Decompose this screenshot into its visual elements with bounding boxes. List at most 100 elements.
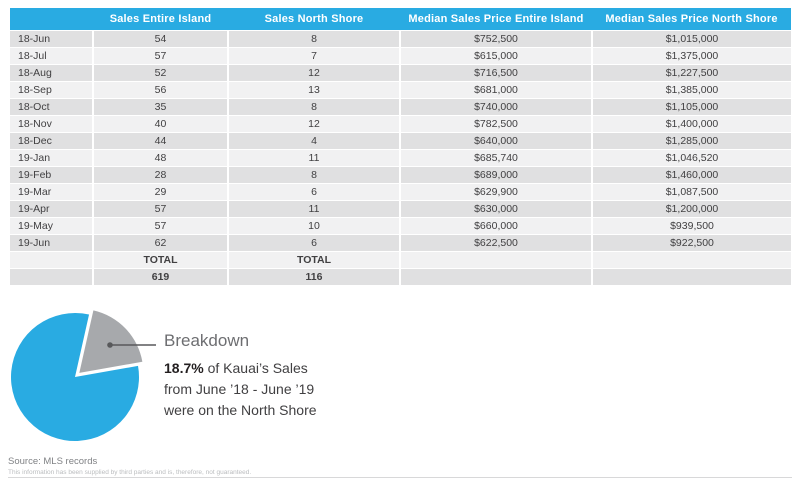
month-cell: 19-Apr — [10, 199, 93, 217]
month-cell: 19-Jan — [10, 148, 93, 166]
value-cell: 7 — [227, 46, 400, 64]
value-cell: 8 — [227, 165, 400, 183]
value-cell: 13 — [227, 80, 400, 98]
table-row: 19-May 57 10 $660,000 $939,500 — [10, 216, 791, 234]
value-cell: $630,000 — [399, 199, 592, 217]
value-cell: $922,500 — [591, 233, 791, 251]
value-cell: $1,015,000 — [591, 29, 791, 47]
value-cell: $752,500 — [399, 29, 592, 47]
header-row: Sales Entire Island Sales North Shore Me… — [10, 8, 791, 30]
month-cell: 19-Feb — [10, 165, 93, 183]
value-cell: $615,000 — [399, 46, 592, 64]
table-row: 18-Dec 44 4 $640,000 $1,285,000 — [10, 131, 791, 149]
month-cell: 18-Dec — [10, 131, 93, 149]
value-cell: $1,046,520 — [591, 148, 791, 166]
value-cell: 619 — [92, 267, 228, 285]
value-cell: 44 — [92, 131, 228, 149]
value-cell: 116 — [227, 267, 400, 285]
value-cell: 11 — [227, 148, 400, 166]
value-cell: $1,400,000 — [591, 114, 791, 132]
table-row: 18-Jun 54 8 $752,500 $1,015,000 — [10, 29, 791, 47]
value-cell: $685,740 — [399, 148, 592, 166]
value-cell: 11 — [227, 199, 400, 217]
sales-table: Sales Entire Island Sales North Shore Me… — [10, 8, 791, 285]
value-cell: 28 — [92, 165, 228, 183]
column-header-sales-north-shore: Sales North Shore — [228, 8, 400, 30]
table-row: 18-Nov 40 12 $782,500 $1,400,000 — [10, 114, 791, 132]
table-row: 18-Jul 57 7 $615,000 $1,375,000 — [10, 46, 791, 64]
pie-slice-north-shore — [79, 310, 143, 373]
annotation-line-1: 18.7% of Kauai’s Sales — [164, 358, 317, 379]
value-cell: $939,500 — [591, 216, 791, 234]
table-row: 18-Sep 56 13 $681,000 $1,385,000 — [10, 80, 791, 98]
value-cell: $1,200,000 — [591, 199, 791, 217]
value-cell — [591, 250, 791, 268]
column-header-month — [10, 8, 93, 30]
value-cell: $1,385,000 — [591, 80, 791, 98]
table-row: 19-Apr 57 11 $630,000 $1,200,000 — [10, 199, 791, 217]
value-cell: $716,500 — [399, 63, 592, 81]
table-row: 19-Jan 48 11 $685,740 $1,046,520 — [10, 148, 791, 166]
value-cell: $681,000 — [399, 80, 592, 98]
value-cell: 57 — [92, 216, 228, 234]
table-row: 19-Jun 62 6 $622,500 $922,500 — [10, 233, 791, 251]
month-cell: 18-Jun — [10, 29, 93, 47]
annotation-line-1-rest: of Kauai’s Sales — [203, 360, 308, 376]
value-cell: 57 — [92, 199, 228, 217]
pie-slice-rest-of-island — [11, 312, 140, 441]
value-cell: 8 — [227, 29, 400, 47]
month-cell: 18-Aug — [10, 63, 93, 81]
value-cell: $689,000 — [399, 165, 592, 183]
table-row: 18-Aug 52 12 $716,500 $1,227,500 — [10, 63, 791, 81]
month-cell: 18-Jul — [10, 46, 93, 64]
value-cell: TOTAL — [227, 250, 400, 268]
pie-chart — [11, 310, 143, 441]
value-cell: $1,227,500 — [591, 63, 791, 81]
annotation-line-3: were on the North Shore — [164, 402, 317, 418]
column-header-median-entire-island: Median Sales Price Entire Island — [400, 8, 592, 30]
month-cell — [10, 267, 93, 285]
value-cell: 62 — [92, 233, 228, 251]
value-cell: $1,285,000 — [591, 131, 791, 149]
source-label: Source: MLS records — [8, 456, 98, 467]
value-cell: 10 — [227, 216, 400, 234]
value-cell: 40 — [92, 114, 228, 132]
value-cell: 12 — [227, 114, 400, 132]
value-cell: $629,900 — [399, 182, 592, 200]
total-label-row: TOTAL TOTAL — [10, 250, 791, 268]
value-cell: 52 — [92, 63, 228, 81]
value-cell: 29 — [92, 182, 228, 200]
table-row: 19-Mar 29 6 $629,900 $1,087,500 — [10, 182, 791, 200]
value-cell: $1,105,000 — [591, 97, 791, 115]
disclaimer-text: This information has been supplied by th… — [8, 469, 252, 476]
value-cell: $740,000 — [399, 97, 592, 115]
value-cell: 56 — [92, 80, 228, 98]
table-body: 18-Jun 54 8 $752,500 $1,015,000 18-Jul 57 7 $615… — [10, 29, 791, 285]
value-cell: $1,460,000 — [591, 165, 791, 183]
value-cell: $1,375,000 — [591, 46, 791, 64]
value-cell: $1,087,500 — [591, 182, 791, 200]
value-cell: 6 — [227, 233, 400, 251]
value-cell: 48 — [92, 148, 228, 166]
value-cell: $782,500 — [399, 114, 592, 132]
month-cell: 18-Nov — [10, 114, 93, 132]
month-cell: 19-Mar — [10, 182, 93, 200]
value-cell: $622,500 — [399, 233, 592, 251]
table-row: 18-Oct 35 8 $740,000 $1,105,000 — [10, 97, 791, 115]
annotation-text: 18.7% of Kauai’s Sales from June ’18 - J… — [164, 358, 317, 421]
month-cell: 18-Oct — [10, 97, 93, 115]
value-cell: 6 — [227, 182, 400, 200]
table-row: 19-Feb 28 8 $689,000 $1,460,000 — [10, 165, 791, 183]
annotation-line-2: from June ’18 - June ’19 — [164, 381, 315, 397]
value-cell: $640,000 — [399, 131, 592, 149]
bottom-divider — [8, 477, 792, 478]
annotation-title: Breakdown — [164, 331, 250, 350]
table-header: Sales Entire Island Sales North Shore Me… — [10, 8, 791, 30]
month-cell — [10, 250, 93, 268]
value-cell: TOTAL — [92, 250, 228, 268]
value-cell — [399, 250, 592, 268]
value-cell: $660,000 — [399, 216, 592, 234]
month-cell: 18-Sep — [10, 80, 93, 98]
month-cell: 19-Jun — [10, 233, 93, 251]
value-cell: 12 — [227, 63, 400, 81]
